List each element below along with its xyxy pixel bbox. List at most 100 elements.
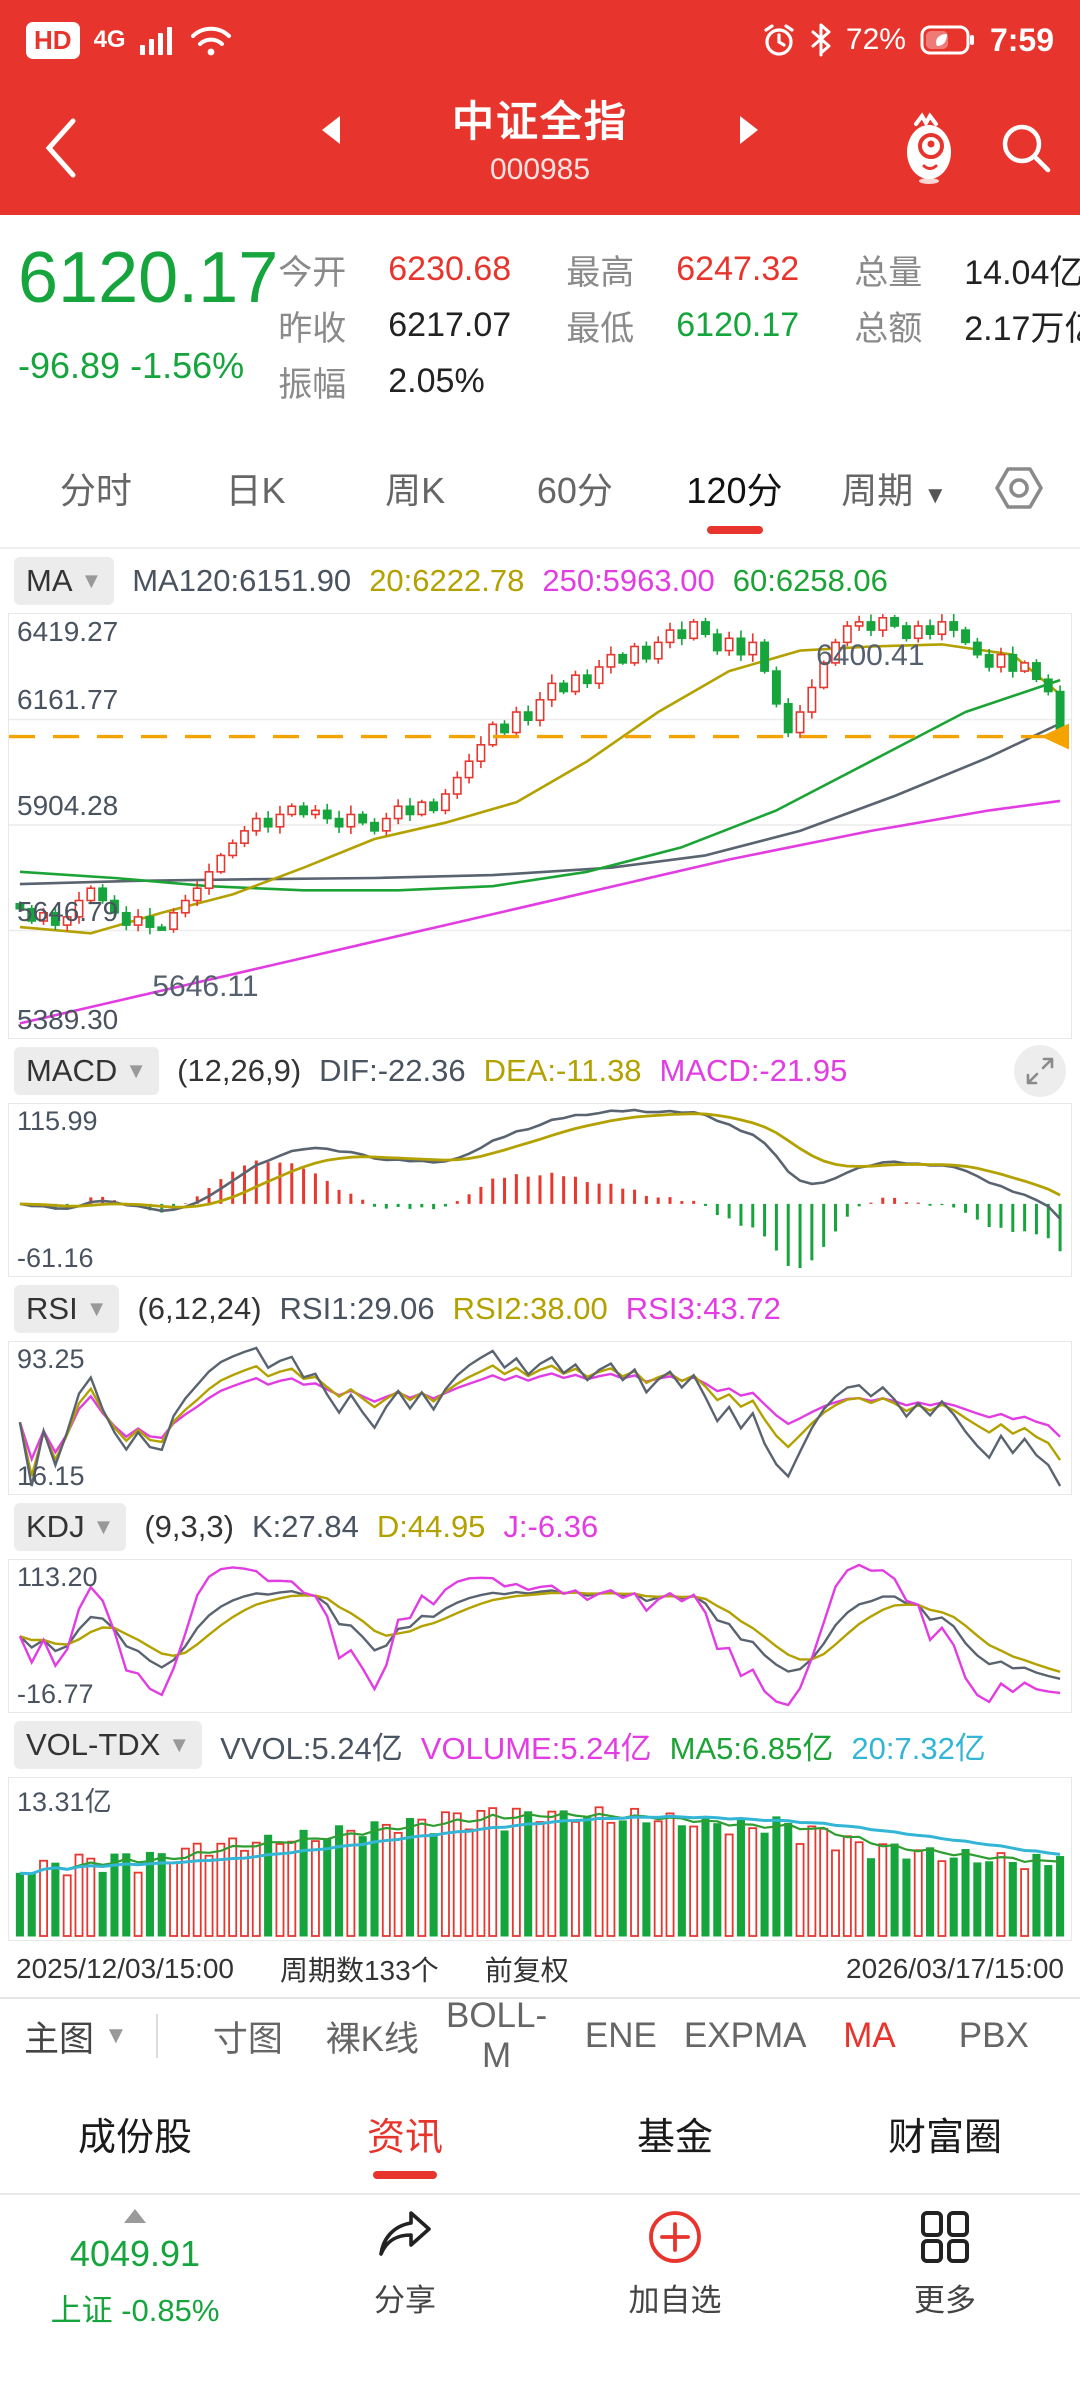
kdj-chart[interactable]: 113.20 -16.77: [8, 1559, 1072, 1713]
ma20-value: 20:6222.78: [369, 563, 525, 598]
ma120-value: MA120:6151.90: [132, 563, 352, 598]
last-price: 6120.17: [18, 238, 279, 318]
kdj-indicator-button[interactable]: KDJ ▼: [14, 1503, 127, 1551]
low-marker-label: 5646.11: [152, 970, 259, 1004]
axis-end-date: 2026/03/17/15:00: [846, 1953, 1064, 1984]
tab-120min[interactable]: 120分: [655, 448, 815, 534]
battery-icon: [920, 25, 976, 55]
collapse-arrow-icon: [124, 2209, 146, 2223]
hd-badge: HD: [26, 21, 80, 59]
tab-60min[interactable]: 60分: [536, 470, 613, 511]
rsi1-value: RSI1:29.06: [279, 1291, 435, 1326]
quote-panel: 6120.17 -96.89 -1.56% 今开 6230.68 最高 6247…: [0, 215, 1080, 429]
low-label: 最低: [566, 309, 635, 348]
volume-label: 总量: [854, 253, 923, 292]
macd-dif-value: DIF:-22.36: [319, 1053, 466, 1088]
header-bar: 中证全指 000985: [0, 80, 1080, 215]
volume-chart[interactable]: 13.31亿: [8, 1777, 1072, 1941]
status-bar: HD 4G 72% 7:59: [0, 0, 1080, 80]
volume-value: 14.04亿: [964, 253, 1080, 292]
rsi-max-label: 93.25: [17, 1344, 85, 1374]
market-index-summary[interactable]: 4049.91 上证 -0.85%: [0, 2209, 270, 2330]
toolbar-item-ma[interactable]: MA: [843, 2016, 896, 2055]
quote-grid: 今开 6230.68 最高 6247.32 总量 14.04亿 昨收 6217.…: [278, 241, 1080, 411]
toolbar-item-ene[interactable]: ENE: [584, 2016, 657, 2055]
y-axis-label-3: 5646.79: [17, 896, 119, 927]
ma-indicator-header: MA ▼ MA120:6151.90 20:6222.78 250:5963.00…: [0, 549, 1080, 613]
kdj-j-value: J:-6.36: [503, 1509, 599, 1544]
macd-indicator-button[interactable]: MACD ▼: [14, 1047, 160, 1095]
toolbar-item-expma[interactable]: EXPMA: [683, 2016, 807, 2055]
volume-value-label: VOLUME:5.24亿: [420, 1730, 652, 1766]
indicator-toolbar: 主图 ▼ 寸图 裸K线 BOLL-M ENE EXPMA MA PBX: [0, 1996, 1080, 2075]
macd-min-label: -61.16: [17, 1243, 94, 1273]
low-value: 6120.17: [676, 305, 800, 344]
rsi3-value: RSI3:43.72: [625, 1291, 781, 1326]
amount-label: 总额: [854, 309, 923, 348]
rsi-indicator-button[interactable]: RSI ▼: [14, 1285, 120, 1333]
toolbar-item-boll-m[interactable]: BOLL-M: [445, 1996, 548, 2075]
add-watchlist-button[interactable]: 加自选: [540, 2209, 810, 2320]
tab-daily-k[interactable]: 日K: [225, 470, 286, 511]
main-chart-dropdown[interactable]: 主图 ▼: [24, 2019, 128, 2059]
rsi-min-label: 16.15: [17, 1461, 85, 1491]
index-name-change: 上证 -0.85%: [50, 2293, 220, 2328]
vol-indicator-button[interactable]: VOL-TDX ▼: [14, 1721, 203, 1769]
title-block: 中证全指 000985: [321, 88, 759, 187]
toolbar-item-naked-k[interactable]: 裸K线: [325, 2019, 419, 2059]
expand-fullscreen-button[interactable]: [1014, 1045, 1066, 1097]
rsi-params: (6,12,24): [137, 1291, 262, 1326]
index-value: 4049.91: [69, 2233, 201, 2274]
macd-chart[interactable]: 115.99 -61.16: [8, 1103, 1072, 1277]
wifi-icon: [190, 24, 232, 56]
tab-constituents[interactable]: 成份股: [77, 2116, 192, 2159]
chart-settings-button[interactable]: [974, 462, 1064, 514]
ma250-value: 250:5963.00: [542, 563, 715, 598]
search-icon[interactable]: [998, 120, 1054, 176]
prev-stock-arrow[interactable]: [321, 116, 340, 144]
tab-timeline[interactable]: 分时: [59, 470, 132, 511]
x-axis-row: 2025/12/03/15:00 周期数133个 前复权 2026/03/17/…: [0, 1941, 1080, 1997]
tab-news[interactable]: 资讯: [270, 2090, 540, 2179]
mascot-assistant-icon[interactable]: [898, 111, 960, 184]
macd-max-label: 115.99: [17, 1106, 98, 1136]
tab-wealth-circle[interactable]: 财富圈: [887, 2116, 1002, 2159]
battery-percent-label: 72%: [845, 23, 906, 56]
tab-weekly-k[interactable]: 周K: [385, 470, 446, 511]
next-stock-arrow[interactable]: [740, 116, 759, 144]
back-button[interactable]: [0, 80, 120, 215]
period-tab-bar: 分时 日K 周K 60分 120分 周期 ▼: [0, 429, 1080, 549]
open-label: 今开: [278, 253, 347, 292]
stock-code: 000985: [489, 153, 591, 186]
macd-dea-value: DEA:-11.38: [483, 1053, 642, 1088]
high-marker-label: 6400.41: [816, 639, 925, 673]
kdj-params: (9,3,3): [144, 1509, 234, 1544]
rsi2-value: RSI2:38.00: [452, 1291, 608, 1326]
add-circle-icon: [647, 2209, 703, 2265]
amount-value: 2.17万亿: [964, 309, 1080, 348]
rsi-chart[interactable]: 93.25 16.15: [8, 1341, 1072, 1495]
kdj-indicator-header: KDJ ▼ (9,3,3) K:27.84 D:44.95 J:-6.36: [0, 1495, 1080, 1559]
main-candlestick-chart[interactable]: 6419.27 6161.77 5904.28 5646.79 5389.30 …: [8, 613, 1072, 1039]
vol-ma20-value: 20:7.32亿: [851, 1730, 986, 1766]
toolbar-item-cuntu[interactable]: 寸图: [212, 2019, 283, 2059]
amplitude-value: 2.05%: [388, 361, 485, 400]
toolbar-item-pbx[interactable]: PBX: [958, 2016, 1029, 2055]
high-value: 6247.32: [676, 249, 800, 288]
tab-period-dropdown[interactable]: 周期 ▼: [841, 470, 948, 511]
share-button[interactable]: 分享: [270, 2209, 540, 2320]
more-button[interactable]: 更多: [810, 2209, 1080, 2320]
vol-max-label: 13.31亿: [17, 1787, 112, 1817]
price-change: -96.89 -1.56%: [18, 344, 245, 386]
y-axis-label-top: 6419.27: [17, 616, 119, 647]
kdj-k-value: K:27.84: [251, 1509, 359, 1544]
axis-period-count: 周期数133个: [279, 1955, 439, 1986]
open-value: 6230.68: [388, 249, 512, 288]
prev-close-label: 昨收: [278, 309, 347, 348]
network-type-label: 4G: [93, 26, 126, 53]
kdj-d-value: D:44.95: [376, 1509, 486, 1544]
kdj-min-label: -16.77: [17, 1679, 94, 1709]
ma-indicator-button[interactable]: MA ▼: [14, 557, 115, 605]
y-axis-label-bottom: 5389.30: [17, 1004, 119, 1035]
tab-funds[interactable]: 基金: [636, 2116, 713, 2159]
